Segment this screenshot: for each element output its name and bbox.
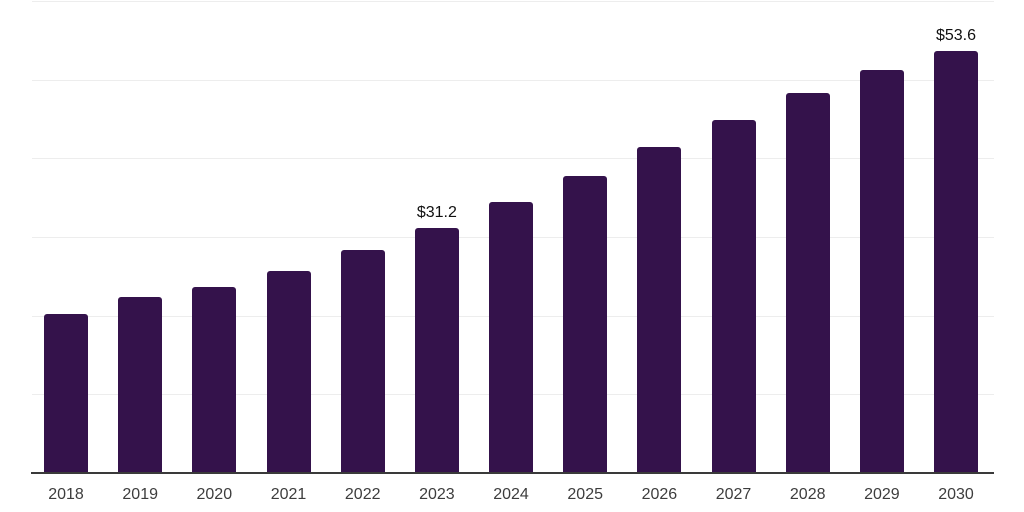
- x-tick-label-2025: 2025: [567, 486, 603, 503]
- x-tick-label-2022: 2022: [344, 486, 381, 503]
- bar-2025: [563, 175, 608, 473]
- bar-2029: [859, 70, 904, 473]
- bar-2021: [266, 270, 311, 473]
- bar-2030: [934, 51, 978, 473]
- bar-2024: [489, 202, 533, 473]
- value-label-2023: $31.2: [416, 203, 457, 221]
- bar-2026: [637, 146, 682, 473]
- bar-2020: [192, 286, 237, 473]
- bar-2027: [711, 119, 756, 473]
- bar-2019: [118, 296, 163, 473]
- bar-2022: [340, 250, 385, 473]
- value-label-2030: $53.6: [935, 27, 977, 45]
- x-tick-label-2027: 2027: [715, 486, 752, 503]
- x-tick-label-2030: 2030: [938, 486, 974, 503]
- x-axis-line: [31, 472, 994, 474]
- x-tick-label-2028: 2028: [789, 486, 826, 503]
- gridline: [32, 158, 994, 160]
- bar-2023: [414, 227, 459, 473]
- x-tick-label-2019: 2019: [122, 486, 158, 503]
- x-tick-label-2018: 2018: [48, 486, 84, 503]
- x-tick-label-2023: 2023: [419, 486, 455, 503]
- gridline: [32, 79, 994, 81]
- x-tick-label-2029: 2029: [864, 486, 900, 503]
- x-tick-label-2024: 2024: [493, 486, 529, 503]
- bar-2028: [785, 93, 830, 473]
- x-tick-label-2021: 2021: [270, 486, 307, 503]
- x-tick-label-2020: 2020: [196, 486, 233, 503]
- gridline: [32, 1, 994, 2]
- x-tick-label-2026: 2026: [641, 486, 678, 503]
- bar-2018: [44, 314, 88, 473]
